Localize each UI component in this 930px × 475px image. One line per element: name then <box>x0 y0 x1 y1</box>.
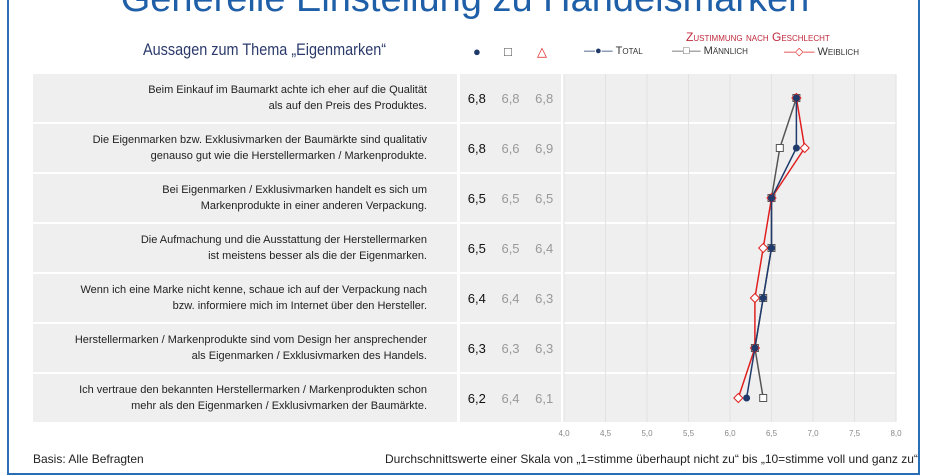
legend-label: Männlich <box>703 45 748 57</box>
x-tick-label: 5,0 <box>641 429 653 438</box>
point-total <box>759 294 767 302</box>
value-total: 6,5 <box>467 240 486 256</box>
value-female: 6,1 <box>535 390 554 406</box>
x-tick-label: 8,0 <box>890 429 902 438</box>
x-tick-label: 7,5 <box>849 429 861 438</box>
value-total: 6,2 <box>467 390 486 406</box>
footer-scale: Durchschnittswerte einer Skala von „1=st… <box>385 452 918 466</box>
point-female <box>733 392 744 404</box>
legend-female: —◇— Weiblich <box>784 45 859 59</box>
statement: Bei Eigenmarken / Exklusivmarken handelt… <box>33 174 457 222</box>
legend-female-icon: —◇— <box>784 46 815 58</box>
statement-line: Herstellermarken / Markenprodukte sind v… <box>74 334 427 346</box>
point-female <box>799 142 810 154</box>
values: 6,5 6,5 6,5 <box>460 174 561 222</box>
chart: 4,0 4,5 5,0 5,5 6,0 6,5 7,0 7,5 8,0 <box>558 74 902 438</box>
value-male: 6,4 <box>501 290 520 306</box>
value-female: 6,5 <box>535 190 554 206</box>
legend-male-icon: —□— <box>672 45 701 57</box>
point-total <box>768 194 775 202</box>
subtitle: Aussagen zum Thema „Eigenmarken“ <box>143 40 387 59</box>
statement-line: bzw. informiere mich im Internet über de… <box>172 300 427 312</box>
male-square-icon: □ <box>504 44 512 59</box>
value-total: 6,4 <box>467 290 486 306</box>
statement-line: genauso gut wie die Herstellermarken / M… <box>150 150 427 162</box>
values: 6,2 6,4 6,1 <box>460 374 561 422</box>
table-row: Die Aufmachung und die Ausstattung der H… <box>33 224 896 272</box>
values: 6,3 6,3 6,3 <box>460 324 561 372</box>
statement: Wenn ich eine Marke nicht kenne, schaue … <box>33 274 457 322</box>
values: 6,8 6,6 6,9 <box>460 124 561 172</box>
values: 6,8 6,8 6,8 <box>460 74 561 122</box>
value-female: 6,4 <box>535 240 554 256</box>
statement-line: Beim Einkauf im Baumarkt achte ich eher … <box>148 84 427 96</box>
statement: Beim Einkauf im Baumarkt achte ich eher … <box>33 74 457 122</box>
statement-line: als auf den Preis des Produktes. <box>268 100 427 112</box>
point-total <box>792 144 800 152</box>
legend-total-icon: —●— <box>584 45 613 57</box>
point-male <box>775 144 784 152</box>
value-male: 6,3 <box>501 340 520 356</box>
x-tick-label: 5,5 <box>683 429 695 438</box>
footer-basis: Basis: Alle Befragten <box>33 452 144 466</box>
x-tick-label: 4,0 <box>558 429 570 438</box>
legend-total: —●— Total <box>584 45 643 57</box>
point-total <box>768 244 775 252</box>
point-total <box>792 94 800 102</box>
value-total: 6,8 <box>467 140 486 156</box>
value-male: 6,5 <box>501 190 520 206</box>
legend-male: —□— Männlich <box>672 45 748 57</box>
value-female: 6,3 <box>535 290 554 306</box>
value-female: 6,3 <box>535 340 554 356</box>
value-male: 6,8 <box>501 90 520 106</box>
page-title: Generelle Einstellung zu Handelsmarken <box>0 0 930 21</box>
table-row: Bei Eigenmarken / Exklusivmarken handelt… <box>33 174 896 222</box>
value-female: 6,8 <box>535 90 554 106</box>
x-tick-label: 4,5 <box>600 429 612 438</box>
statement-line: Wenn ich eine Marke nicht kenne, schaue … <box>80 284 427 296</box>
value-male: 6,6 <box>501 140 520 156</box>
gender-label: Zustimmung nach Geschlecht <box>686 30 830 44</box>
point-female <box>757 242 769 254</box>
statement-line: ist meistens besser als die der Eigenmar… <box>208 250 427 262</box>
legend-label: Weiblich <box>817 45 859 58</box>
point-male <box>759 394 768 402</box>
legend-label: Total <box>615 45 643 57</box>
statement-line: mehr als den Eigenmarken / Exklusivmarke… <box>131 400 427 412</box>
x-tick-label: 6,5 <box>766 429 778 438</box>
value-total: 6,8 <box>467 90 486 106</box>
statement: Die Aufmachung und die Ausstattung der H… <box>33 224 457 272</box>
statement: Ich vertraue den bekannten Herstellermar… <box>33 374 457 422</box>
value-female: 6,9 <box>535 140 554 156</box>
statement: Herstellermarken / Markenprodukte sind v… <box>33 324 457 372</box>
statement-line: Die Aufmachung und die Ausstattung der H… <box>140 234 427 246</box>
values: 6,5 6,5 6,4 <box>460 224 561 272</box>
statement: Die Eigenmarken bzw. Exklusivmarken der … <box>33 124 457 172</box>
table-row: Ich vertraue den bekannten Herstellermar… <box>33 374 896 422</box>
statement-line: Bei Eigenmarken / Exklusivmarken handelt… <box>162 184 427 196</box>
value-male: 6,4 <box>501 390 520 406</box>
point-total <box>751 344 759 352</box>
statement-line: Markenprodukte in einer anderen Verpacku… <box>200 200 427 212</box>
values: 6,4 6,4 6,3 <box>460 274 561 322</box>
statement-line: als Eigenmarken / Exklusivmarken des Han… <box>191 350 427 362</box>
statement-line: Die Eigenmarken bzw. Exklusivmarken der … <box>92 134 427 146</box>
value-male: 6,5 <box>501 240 520 256</box>
value-total: 6,5 <box>467 190 486 206</box>
x-tick-label: 7,0 <box>807 429 819 438</box>
value-total: 6,3 <box>467 340 486 356</box>
statement-line: Ich vertraue den bekannten Herstellermar… <box>79 384 427 396</box>
x-tick-label: 6,0 <box>724 429 736 438</box>
female-triangle-icon: △ <box>537 44 547 59</box>
point-female <box>749 292 761 304</box>
point-total <box>743 394 751 402</box>
total-circle-icon: ● <box>473 44 481 59</box>
